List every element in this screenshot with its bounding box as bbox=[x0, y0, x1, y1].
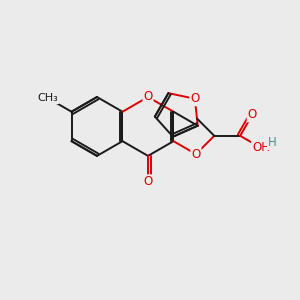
Text: O: O bbox=[248, 108, 257, 122]
Text: H: H bbox=[268, 136, 277, 149]
Text: O: O bbox=[191, 148, 201, 160]
Text: CH₃: CH₃ bbox=[38, 93, 58, 103]
Text: O: O bbox=[190, 92, 200, 105]
Text: OH: OH bbox=[252, 141, 270, 154]
Text: O: O bbox=[143, 91, 153, 103]
Text: O: O bbox=[143, 175, 153, 188]
